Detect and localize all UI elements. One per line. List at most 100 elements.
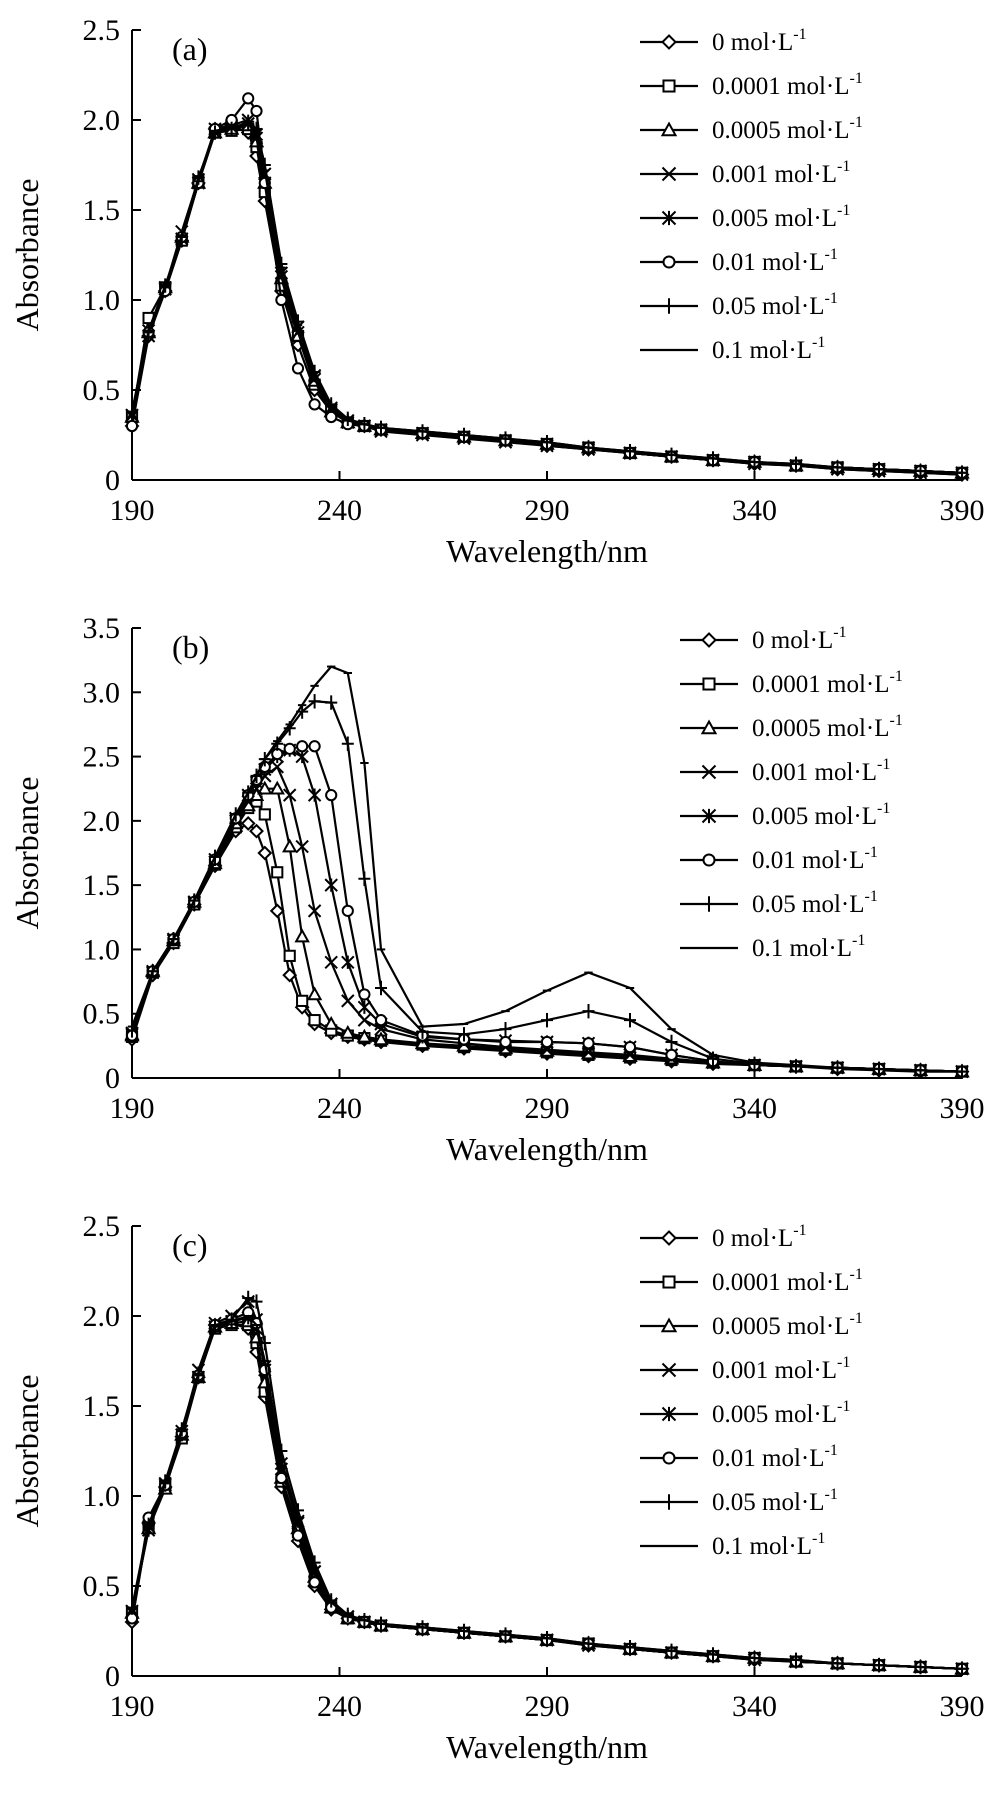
legend-label-sup: -1 xyxy=(833,624,846,641)
data-point xyxy=(582,1003,595,1019)
x-tick-label: 290 xyxy=(525,1092,570,1125)
data-point xyxy=(341,955,355,969)
legend-label-sup: -1 xyxy=(877,800,890,817)
data-point xyxy=(375,980,387,996)
data-point xyxy=(341,736,354,751)
x-tick-label: 390 xyxy=(940,494,985,527)
x-tick-label: 340 xyxy=(732,1690,777,1723)
legend-marker xyxy=(662,255,676,269)
panel-label-c: (c) xyxy=(172,1227,208,1263)
legend-label: 0.0005 mol·L-1 xyxy=(712,114,863,144)
data-point xyxy=(282,838,298,853)
data-point xyxy=(325,789,338,802)
legend-label: 0.01 mol·L-1 xyxy=(712,246,838,276)
legend-label: 0.0001 mol·L-1 xyxy=(712,1266,863,1296)
legend-label-sup: -1 xyxy=(837,1398,850,1415)
x-tick-label: 190 xyxy=(110,1690,155,1723)
legend-marker xyxy=(662,79,676,93)
legend-marker xyxy=(660,1317,678,1333)
data-point xyxy=(291,1529,305,1542)
data-point xyxy=(282,788,297,802)
legend-entry-0: 0 mol·L-1 xyxy=(640,1222,807,1252)
data-point xyxy=(665,1034,678,1050)
x-tick-label: 240 xyxy=(317,1092,362,1125)
data-point xyxy=(291,362,305,375)
legend-entry-2: 0.0005 mol·L-1 xyxy=(640,1310,863,1340)
x-tick-label: 240 xyxy=(317,494,362,527)
x-tick-label: 290 xyxy=(525,1690,570,1723)
legend-marker xyxy=(660,121,678,137)
data-point xyxy=(541,1012,553,1028)
data-point xyxy=(341,994,355,1008)
x-tick-label: 340 xyxy=(732,494,777,527)
legend-entry-3: 0.001 mol·L-1 xyxy=(640,1354,850,1384)
data-point xyxy=(665,1048,678,1061)
legend-entry-5: 0.01 mol·L-1 xyxy=(640,246,838,276)
y-axis-label: Absorbance xyxy=(9,1375,45,1528)
y-tick-label: 0.5 xyxy=(83,1570,121,1603)
legend-label: 0.001 mol·L-1 xyxy=(752,756,890,786)
x-axis-label: Wavelength/nm xyxy=(446,1729,648,1765)
legend-marker xyxy=(701,632,717,648)
legend-label-sup: -1 xyxy=(850,1266,863,1283)
legend-label-sup: -1 xyxy=(793,26,806,43)
x-tick-label: 240 xyxy=(317,1690,362,1723)
y-tick-label: 2.0 xyxy=(83,104,121,137)
chart-panel-b: 0 0.5 1.0 1.5 2.0 2.5 3.0 3.5 190 240 290 340 390 Wav… xyxy=(9,612,985,1167)
legend-label: 0.0001 mol·L-1 xyxy=(712,70,863,100)
legend-label-sup: -1 xyxy=(812,334,825,351)
data-point xyxy=(357,1013,372,1027)
legend-label-sup: -1 xyxy=(865,844,878,861)
legend-entry-5: 0.01 mol·L-1 xyxy=(640,1442,838,1472)
data-point xyxy=(250,1294,263,1309)
legend-label: 0.1 mol·L-1 xyxy=(712,1530,825,1560)
data-point xyxy=(308,1576,321,1589)
legend-label-sup: -1 xyxy=(837,1354,850,1371)
data-point xyxy=(341,904,354,917)
x-tick-label: 190 xyxy=(110,1092,155,1125)
y-tick-label: 2.0 xyxy=(83,1300,121,1333)
y-tick-label: 1.5 xyxy=(83,869,121,902)
data-point xyxy=(296,994,309,1007)
data-point xyxy=(623,1041,637,1054)
legend-label: 0.01 mol·L-1 xyxy=(712,1442,838,1472)
legend-label: 0.0005 mol·L-1 xyxy=(712,1310,863,1340)
legend-label-sup: -1 xyxy=(850,70,863,87)
legend-label-sup: -1 xyxy=(890,712,903,729)
y-tick-label: 1.0 xyxy=(83,933,121,966)
y-axis-label: Absorbance xyxy=(9,777,45,930)
x-tick-label: 190 xyxy=(110,494,155,527)
legend-marker xyxy=(662,1451,676,1465)
data-point xyxy=(240,816,256,831)
legend-label-sup: -1 xyxy=(825,290,838,307)
legend-marker xyxy=(661,1362,677,1378)
legend-marker xyxy=(701,808,717,824)
data-point xyxy=(283,742,296,755)
legend-entry-2: 0.0005 mol·L-1 xyxy=(640,114,863,144)
panel-label-b: (b) xyxy=(172,629,209,665)
legend-marker xyxy=(700,719,718,735)
y-tick-label: 1.5 xyxy=(83,194,121,227)
data-point xyxy=(325,410,338,424)
legend-label-sup: -1 xyxy=(825,246,838,263)
data-point xyxy=(250,104,263,118)
series-7 xyxy=(127,665,967,1073)
legend-entry-7: 0.1 mol·L-1 xyxy=(640,1530,825,1560)
data-point xyxy=(270,760,284,774)
data-point xyxy=(582,1037,595,1050)
legend-label: 0.005 mol·L-1 xyxy=(752,800,890,830)
legend-marker xyxy=(702,896,716,912)
data-point xyxy=(340,1024,356,1039)
series-7 xyxy=(127,122,967,474)
data-point xyxy=(257,845,273,861)
y-tick-label: 0.5 xyxy=(83,374,121,407)
data-point xyxy=(271,866,284,879)
legend-entry-7: 0.1 mol·L-1 xyxy=(640,334,825,364)
legend-entry-1: 0.0001 mol·L-1 xyxy=(680,668,903,698)
legend-label: 0.1 mol·L-1 xyxy=(712,334,825,364)
y-tick-label: 0 xyxy=(105,1660,120,1693)
x-tick-label: 390 xyxy=(940,1690,985,1723)
legend-label: 0.05 mol·L-1 xyxy=(752,888,878,918)
panel-label-a: (a) xyxy=(172,31,208,67)
